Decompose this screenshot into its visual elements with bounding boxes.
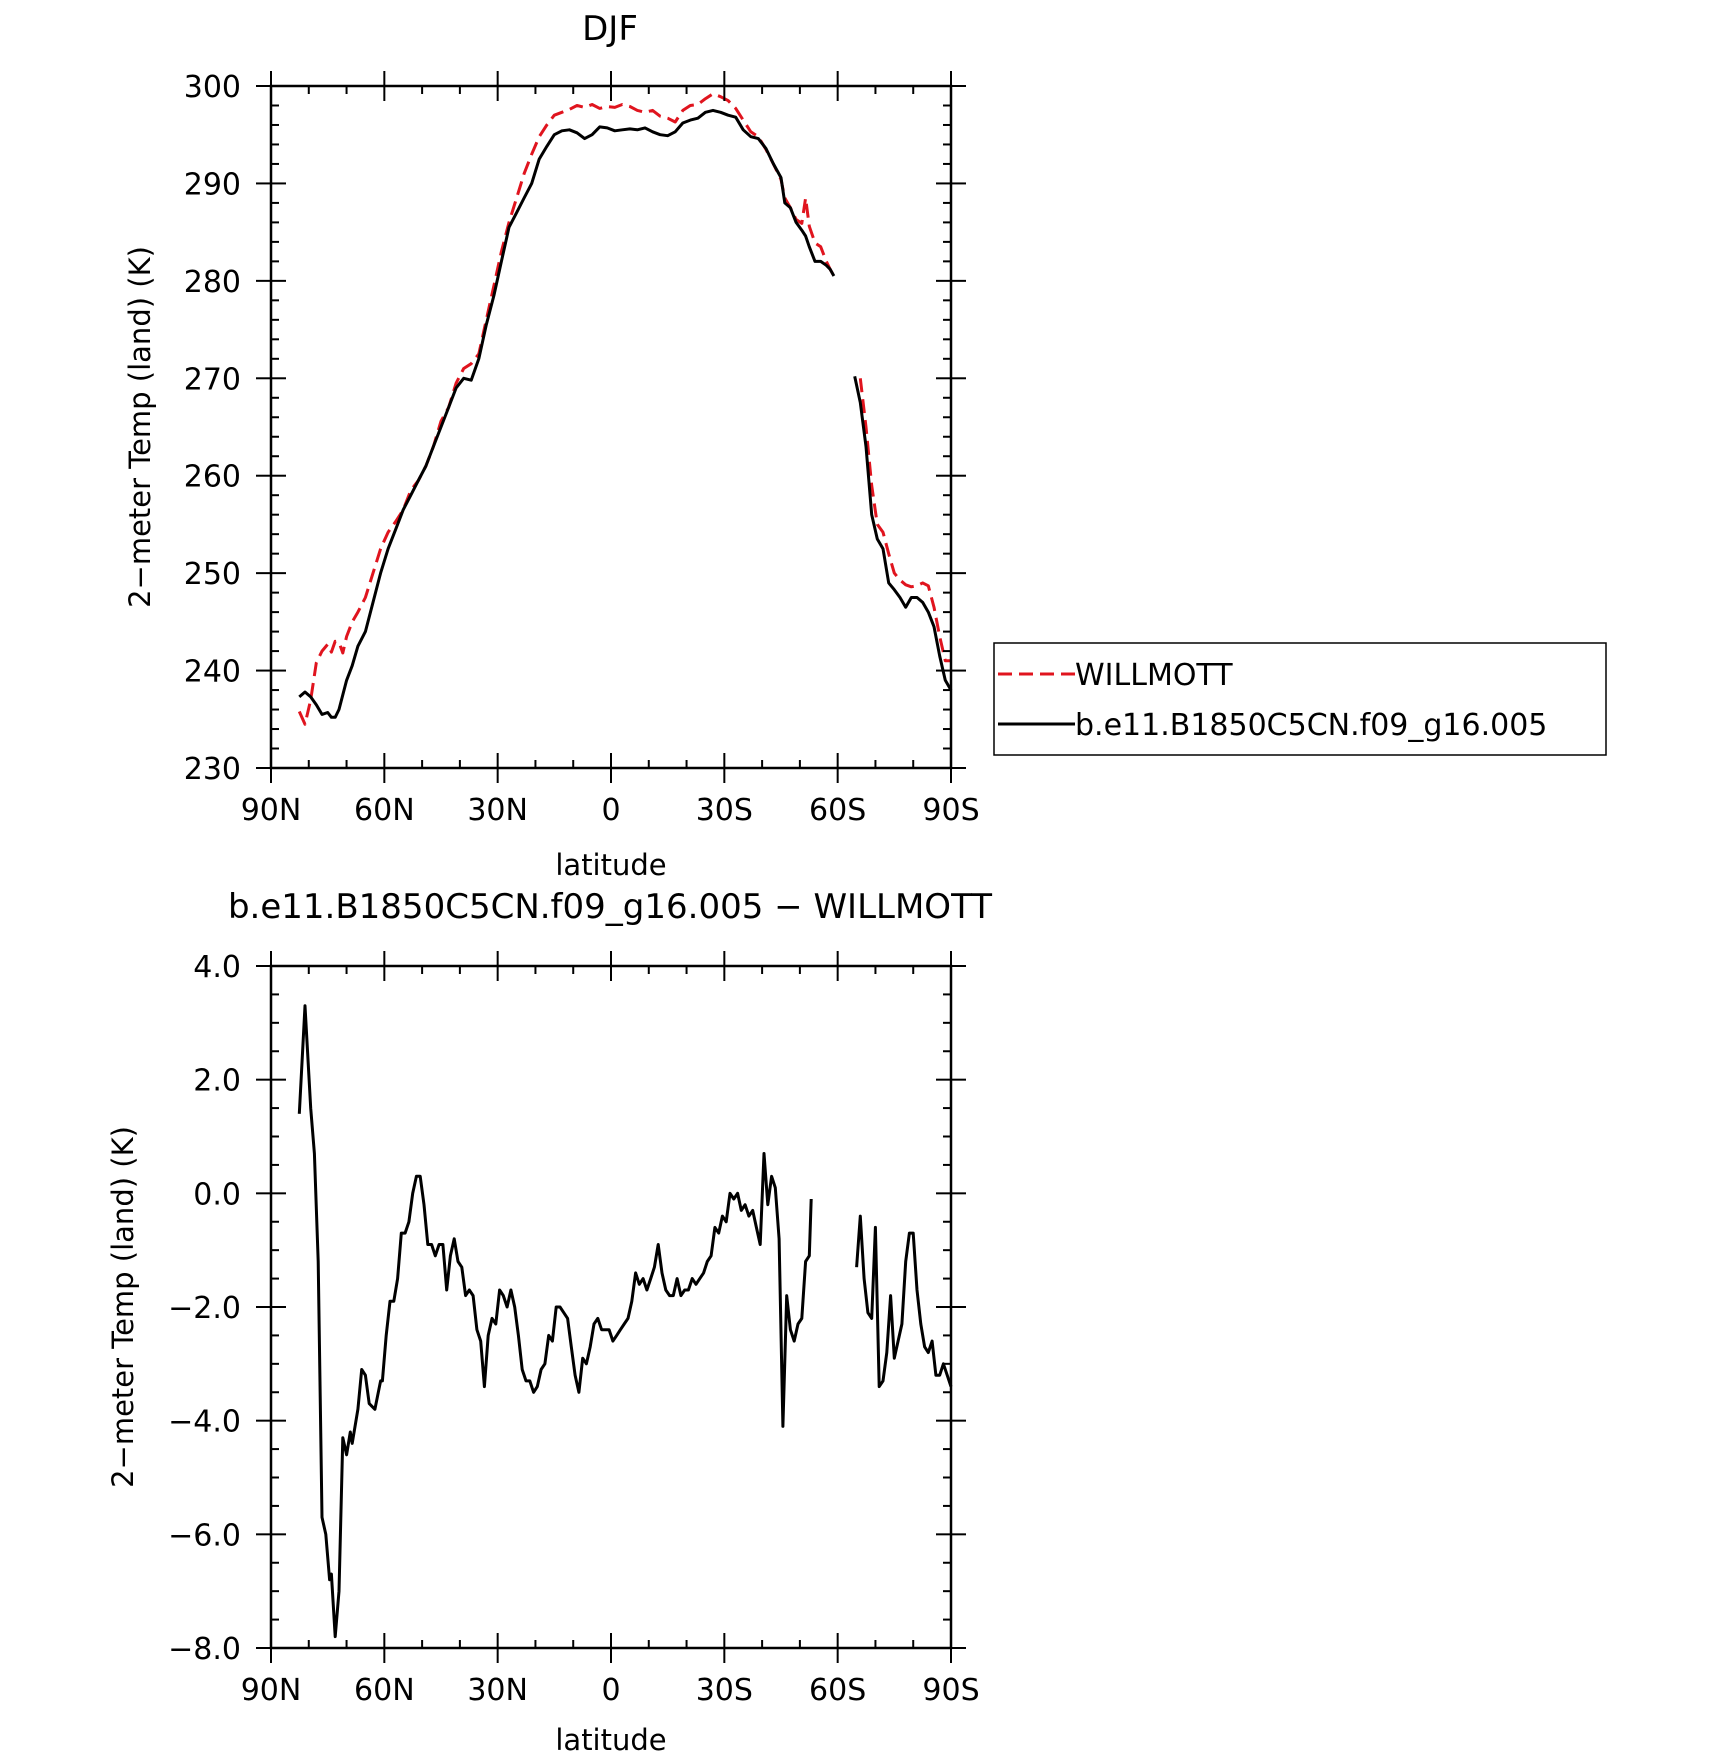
temperature-x-tick-label: 90S — [922, 793, 979, 828]
difference-series-0-line-segment-0 — [297, 1004, 813, 1639]
temperature-series-0-line-segment-0 — [297, 92, 836, 726]
temperature-plot-frame — [269, 84, 953, 770]
legend-label-willmott: WILLMOTT — [1075, 658, 1233, 693]
temperature-series-group — [297, 92, 953, 726]
difference-x-tick-label: 60S — [809, 1673, 866, 1708]
temperature-x-tick-label: 90N — [241, 793, 302, 828]
difference-y-tick-label: 4.0 — [193, 950, 241, 985]
temperature-series-0-line-segment-1 — [858, 378, 951, 663]
difference-x-tick-label: 60N — [354, 1673, 415, 1708]
temperature-series-1-line-segment-1 — [853, 375, 953, 691]
temperature-series-1-line-segment-0 — [298, 108, 836, 719]
difference-y-tick-label: −6.0 — [168, 1518, 241, 1553]
temperature-y-axis-label: 2−meter Temp (land) (K) — [123, 246, 157, 608]
temperature-x-tick-label: 0 — [601, 793, 620, 828]
difference-x-tick-label: 30N — [467, 1673, 528, 1708]
legend-entry-willmott: WILLMOTT — [998, 658, 1233, 693]
temperature-y-tick-label: 260 — [184, 460, 241, 495]
difference-x-tick-label: 0 — [601, 1673, 620, 1708]
temperature-x-tick-label: 30N — [467, 793, 528, 828]
temperature-x-tick-label: 60S — [809, 793, 866, 828]
temperature-y-tick-label: 250 — [184, 557, 241, 592]
difference-plot-frame — [269, 964, 953, 1650]
difference-chart-title: b.e11.B1850C5CN.f09_g16.005 − WILLMOTT — [228, 887, 992, 927]
legend: WILLMOTT b.e11.B1850C5CN.f09_g16.005 — [993, 642, 1607, 756]
temperature-axis-ticks: 90N 60N 30N 0 30S 60S 90S 300 290 280 270 260 250 240… — [184, 70, 980, 828]
difference-y-tick-label: 2.0 — [193, 1064, 241, 1099]
temperature-y-tick-label: 290 — [184, 167, 241, 202]
difference-chart: b.e11.B1850C5CN.f09_g16.005 − WILLMOTT 9… — [106, 887, 992, 1756]
difference-y-tick-label: 0.0 — [193, 1177, 241, 1212]
temperature-x-axis-label: latitude — [555, 848, 666, 882]
difference-x-tick-label: 90N — [241, 1673, 302, 1708]
temperature-chart: DJF 90N 60N 30N 0 30S 60S 90S 300 290 280 270 260 25… — [123, 9, 1607, 882]
legend-label-model: b.e11.B1850C5CN.f09_g16.005 — [1075, 708, 1547, 743]
difference-x-tick-label: 90S — [922, 1673, 979, 1708]
difference-axis-ticks: 90N 60N 30N 0 30S 60S 90S 4.0 2.0 0.0 −2.0 −4.0 −6.0… — [168, 950, 979, 1708]
difference-y-tick-label: −8.0 — [168, 1632, 241, 1667]
temperature-y-tick-label: 270 — [184, 362, 241, 397]
difference-x-tick-label: 30S — [696, 1673, 753, 1708]
difference-y-tick-label: −2.0 — [168, 1291, 241, 1326]
temperature-y-tick-label: 280 — [184, 265, 241, 300]
temperature-x-tick-label: 30S — [696, 793, 753, 828]
difference-series-group — [297, 1004, 953, 1639]
temperature-chart-title: DJF — [582, 9, 638, 49]
difference-y-axis-label: 2−meter Temp (land) (K) — [106, 1126, 140, 1488]
temperature-y-tick-label: 240 — [184, 655, 241, 690]
difference-x-axis-label: latitude — [555, 1723, 666, 1756]
difference-series-0-line-segment-1 — [855, 1214, 953, 1389]
legend-entry-model: b.e11.B1850C5CN.f09_g16.005 — [998, 708, 1547, 743]
temperature-x-tick-label: 60N — [354, 793, 415, 828]
difference-y-tick-label: −4.0 — [168, 1405, 241, 1440]
legend-box — [993, 642, 1607, 756]
temperature-y-tick-label: 230 — [184, 752, 241, 787]
temperature-y-tick-label: 300 — [184, 70, 241, 105]
